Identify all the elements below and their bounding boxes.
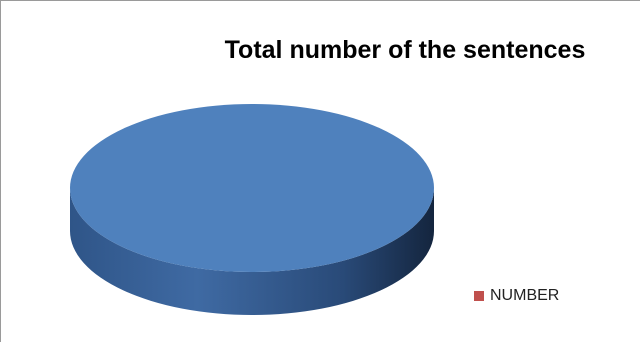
pie-slice-side — [70, 188, 434, 315]
pie-slice — [70, 104, 434, 272]
legend: NUMBER — [474, 287, 559, 305]
legend-label: NUMBER — [490, 287, 560, 304]
chart-title: Total number of the sentences — [224, 36, 586, 64]
legend-swatch — [474, 291, 484, 301]
